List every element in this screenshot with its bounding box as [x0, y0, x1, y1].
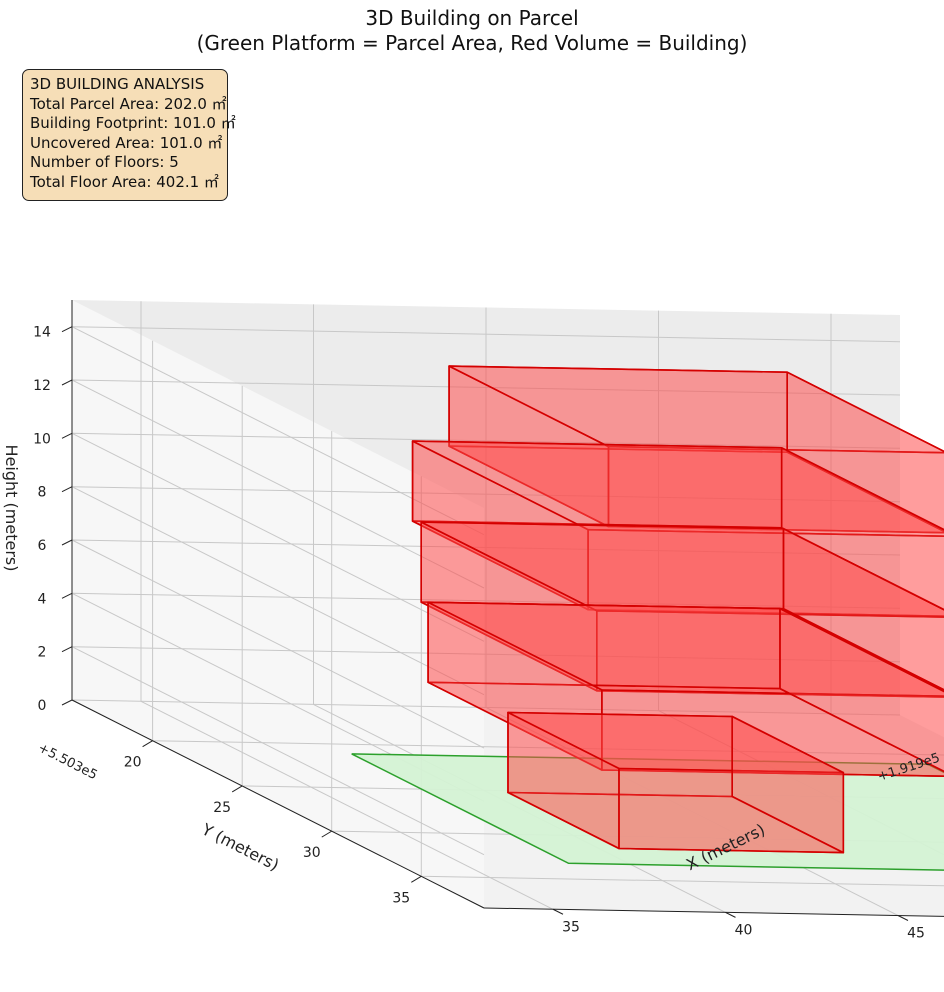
y-tick-label: 30 — [303, 845, 321, 861]
floor-face — [779, 607, 944, 773]
z-tick-label: 10 — [33, 431, 51, 447]
z-tick-label: 6 — [38, 538, 47, 554]
building-floor — [448, 365, 944, 534]
floor-face — [601, 689, 944, 778]
z-tick — [61, 326, 73, 333]
y-axis-label: Y (meters) — [198, 819, 282, 874]
x-tick-label: 45 — [907, 926, 925, 942]
y-tick — [142, 740, 153, 748]
z-tick — [61, 699, 73, 706]
floor-face — [587, 528, 944, 617]
info-box: 3D BUILDING ANALYSIS Total Parcel Area: … — [22, 69, 236, 201]
y-tick-label: 35 — [392, 890, 410, 906]
floor-face — [731, 715, 845, 854]
y-tick-label: 20 — [124, 755, 142, 771]
parcel-platform — [351, 753, 944, 871]
y-offset-text: +5.503e5 — [35, 741, 99, 784]
floor-face — [786, 371, 944, 533]
z-tick-label: 8 — [38, 485, 47, 501]
z-tick — [61, 486, 73, 493]
z-axis-label: Height (meters) — [2, 445, 21, 572]
floor-face — [607, 445, 944, 534]
parcel-polygon — [351, 753, 944, 871]
z-tick — [61, 646, 73, 653]
z-tick-label: 12 — [33, 378, 51, 394]
z-tick-label: 0 — [38, 698, 47, 714]
y-tick — [231, 785, 243, 793]
floor-face — [782, 527, 944, 691]
z-tick-label: 14 — [33, 325, 51, 341]
z-tick — [61, 592, 73, 599]
x-tick-label: 35 — [562, 919, 580, 935]
y-axis-line — [71, 699, 485, 909]
chart-subtitle: (Green Platform = Parcel Area, Red Volum… — [196, 31, 748, 55]
building-volume — [411, 365, 944, 854]
x-tick — [552, 908, 564, 915]
x-tick-label: 40 — [735, 922, 753, 938]
z-tick — [61, 539, 73, 546]
info-line-floors: Number of Floors: 5 — [30, 153, 179, 172]
y-tick — [321, 830, 332, 838]
x-tick — [897, 915, 909, 921]
x-tick — [725, 911, 736, 918]
z-tick-label: 4 — [38, 591, 47, 607]
info-box-header: 3D BUILDING ANALYSIS — [30, 75, 205, 93]
info-line-floor-area: Total Floor Area: 402.1 ㎡ — [30, 172, 219, 191]
info-line-uncovered: Uncovered Area: 101.0 ㎡ — [30, 133, 223, 152]
z-tick — [61, 379, 73, 386]
info-line-footprint: Building Footprint: 101.0 ㎡ — [30, 114, 236, 133]
tick-marks — [61, 326, 909, 921]
building-floor — [411, 440, 944, 617]
building-floor — [427, 601, 944, 778]
info-line-parcel-area: Total Parcel Area: 202.0 ㎡ — [30, 94, 227, 113]
y-tick-label: 25 — [213, 800, 231, 816]
building-floor — [507, 711, 845, 854]
z-tick-label: 2 — [38, 645, 47, 661]
z-tick — [61, 432, 73, 439]
chart-title: 3D Building on Parcel — [365, 6, 579, 30]
y-tick — [411, 875, 422, 883]
floor-face — [595, 609, 944, 698]
